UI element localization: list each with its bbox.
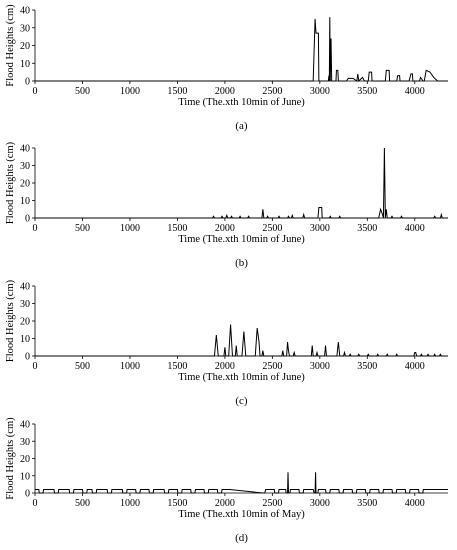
x-tick-label: 2000 xyxy=(215,498,235,509)
x-tick-label: 500 xyxy=(75,361,90,372)
x-tick-label: 0 xyxy=(33,223,38,234)
x-tick-label: 4000 xyxy=(405,498,425,509)
y-tick-label: 0 xyxy=(25,352,30,363)
chart-panel-3: 0 10 20 30 40 0 500 1000 1500 2000 2500 3000 3500 400… xyxy=(5,279,448,407)
x-tick-label: 1000 xyxy=(120,86,140,97)
x-tick-label: 2000 xyxy=(215,361,235,372)
y-tick-label: 10 xyxy=(20,334,30,345)
panel-label: (c) xyxy=(235,395,248,407)
y-tick-label: 10 xyxy=(20,471,30,482)
x-tick-label: 3500 xyxy=(357,361,377,372)
x-tick-label: 2500 xyxy=(262,86,282,97)
x-axis-label: Time (The.xth 10min of June) xyxy=(178,97,305,108)
series-line-1 xyxy=(35,324,448,357)
x-tick-label: 4000 xyxy=(405,361,425,372)
x-tick-label: 3000 xyxy=(310,86,330,97)
y-axis-label: Flood Heights (cm) xyxy=(5,4,16,87)
y-tick-label: 20 xyxy=(20,179,30,190)
y-tick-label: 0 xyxy=(25,77,30,88)
x-tick-label: 3000 xyxy=(310,361,330,372)
x-tick-label: 1000 xyxy=(120,361,140,372)
panel-label: (a) xyxy=(235,120,248,132)
x-tick-label: 2500 xyxy=(262,361,282,372)
y-tick-label: 20 xyxy=(20,41,30,52)
y-tick-label: 40 xyxy=(20,420,30,431)
y-tick-label: 40 xyxy=(20,6,30,17)
chart-panel-4: 0 10 20 30 40 0 500 1000 1500 2000 2500 3000 3500 400… xyxy=(5,417,448,544)
y-tick-label: 20 xyxy=(20,454,30,465)
x-tick-label: 0 xyxy=(33,498,38,509)
y-axis-label: Flood Heights (cm) xyxy=(5,417,16,500)
x-tick-label: 500 xyxy=(75,223,90,234)
y-tick-label: 30 xyxy=(20,437,30,448)
x-tick-label: 1000 xyxy=(120,498,140,509)
y-tick-label: 30 xyxy=(20,299,30,310)
series-line-1 xyxy=(35,147,448,219)
x-tick-label: 0 xyxy=(33,86,38,97)
y-tick-label: 10 xyxy=(20,59,30,70)
x-tick-label: 3500 xyxy=(357,86,377,97)
x-tick-label: 3000 xyxy=(310,498,330,509)
x-tick-label: 3000 xyxy=(310,223,330,234)
x-axis-label: Time (The.xth 10min of May) xyxy=(178,509,305,520)
x-tick-label: 3500 xyxy=(357,498,377,509)
series-line-1 xyxy=(35,472,448,494)
y-tick-label: 0 xyxy=(25,214,30,225)
x-tick-label: 2500 xyxy=(262,223,282,234)
y-tick-label: 30 xyxy=(20,23,30,34)
x-axis-label: Time (The.xth 10min of June) xyxy=(178,372,305,383)
y-tick-label: 40 xyxy=(20,144,30,155)
chart-panel-1: 0 10 20 30 40 0 500 1000 1500 2000 2500 3000 3500 400… xyxy=(5,4,448,132)
x-tick-label: 1500 xyxy=(167,361,187,372)
y-tick-label: 20 xyxy=(20,317,30,328)
x-tick-label: 1500 xyxy=(167,498,187,509)
panel-label: (d) xyxy=(235,532,248,544)
y-tick-label: 30 xyxy=(20,161,30,172)
x-tick-label: 1000 xyxy=(120,223,140,234)
x-tick-label: 2000 xyxy=(215,86,235,97)
x-tick-label: 4000 xyxy=(405,86,425,97)
chart-panel-2: 0 10 20 30 40 0 500 1000 1500 2000 2500 3000 3500 400… xyxy=(5,141,448,269)
x-tick-label: 500 xyxy=(75,498,90,509)
x-tick-label: 1500 xyxy=(167,223,187,234)
x-tick-label: 500 xyxy=(75,86,90,97)
series-line-1 xyxy=(35,17,448,83)
x-tick-label: 2000 xyxy=(215,223,235,234)
x-tick-label: 4000 xyxy=(405,223,425,234)
y-axis-label: Flood Heights (cm) xyxy=(5,279,16,362)
x-tick-label: 3500 xyxy=(357,223,377,234)
panel-label: (b) xyxy=(235,257,248,269)
x-axis-label: Time (The.xth 10min of June) xyxy=(178,234,305,245)
x-tick-label: 0 xyxy=(33,361,38,372)
x-tick-label: 1500 xyxy=(167,86,187,97)
y-tick-label: 0 xyxy=(25,489,30,500)
y-tick-label: 10 xyxy=(20,196,30,207)
y-axis-label: Flood Heights (cm) xyxy=(5,141,16,224)
x-tick-label: 2500 xyxy=(262,498,282,509)
y-tick-label: 40 xyxy=(20,282,30,293)
